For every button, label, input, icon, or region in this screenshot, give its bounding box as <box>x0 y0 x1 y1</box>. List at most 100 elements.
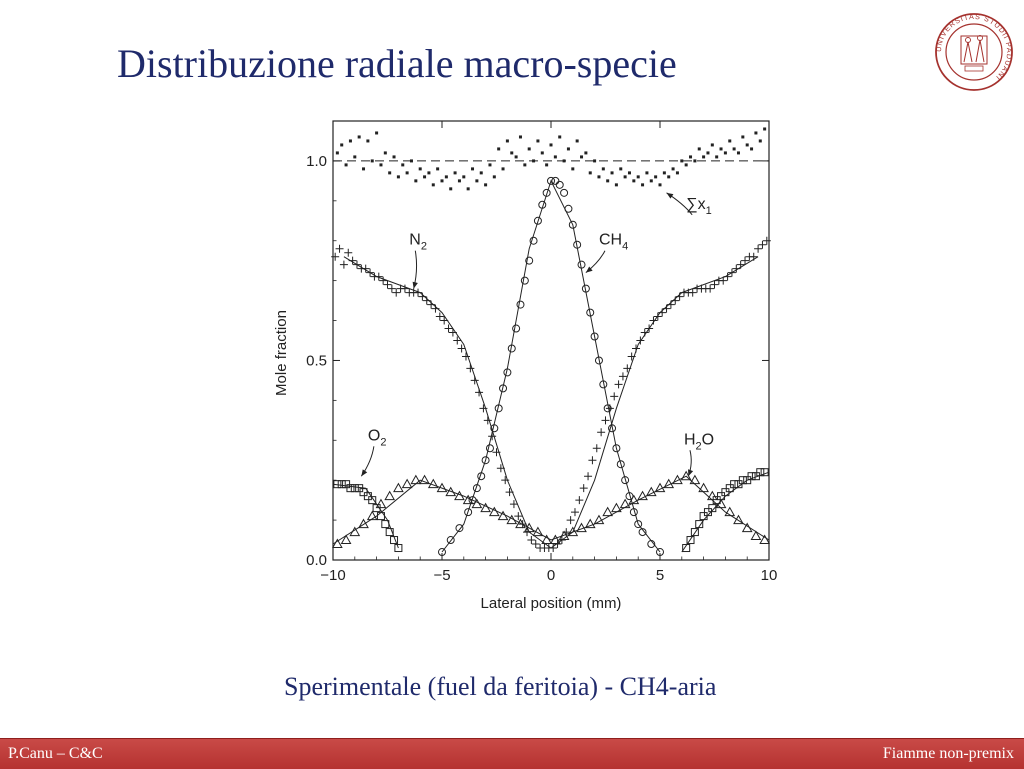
h2o-point <box>584 518 596 529</box>
n2-point <box>505 488 514 497</box>
sum-point <box>471 167 475 171</box>
sum-point <box>680 159 684 163</box>
fit-curve-h2o <box>332 475 770 545</box>
h2o-point <box>427 478 439 489</box>
h2o-point <box>497 510 509 521</box>
o2-point <box>376 512 385 521</box>
sum-point <box>627 171 631 175</box>
fit-curve-n2 <box>343 256 759 549</box>
sum-point <box>614 183 618 187</box>
sum-point <box>562 159 566 163</box>
n2-point <box>361 264 370 273</box>
h2o-point <box>358 518 369 529</box>
ch4-point <box>629 508 638 517</box>
sum-point <box>601 167 605 171</box>
sum-point <box>353 155 357 159</box>
sum-point <box>623 175 627 179</box>
arrowhead-ch4 <box>585 266 593 273</box>
n2-point <box>339 260 348 269</box>
h2o-point <box>741 522 753 533</box>
o2-point <box>760 468 769 477</box>
sum-point <box>370 159 374 163</box>
h2o-point <box>706 490 718 501</box>
n2-point <box>461 352 470 361</box>
n2-point <box>427 300 436 309</box>
ch4-point <box>555 180 564 189</box>
ch4-point <box>551 176 560 185</box>
n2-point <box>400 284 409 293</box>
sum-point <box>597 175 601 179</box>
ch4-point <box>512 324 521 333</box>
arrowhead-n2 <box>412 281 418 289</box>
n2-point <box>671 296 680 305</box>
ch4-point <box>464 508 473 517</box>
sum-point <box>383 151 387 155</box>
sum-point <box>549 143 553 147</box>
n2-point <box>601 416 610 425</box>
series-h2o <box>332 470 770 549</box>
n2-point <box>527 536 536 545</box>
n2-point <box>636 336 645 345</box>
o2-point <box>390 536 399 545</box>
sum-point <box>453 171 457 175</box>
h2o-point <box>593 514 605 525</box>
sum-point <box>405 171 409 175</box>
sum-point <box>606 179 610 183</box>
n2-point <box>496 464 505 473</box>
o2-point <box>690 528 699 537</box>
sum-point <box>418 167 422 171</box>
sum-point <box>362 167 366 171</box>
n2-point <box>575 496 584 505</box>
sum-point <box>558 135 562 139</box>
n2-point <box>374 272 383 281</box>
n2-point <box>653 312 662 321</box>
ch4-point <box>599 380 608 389</box>
sum-point <box>610 171 614 175</box>
sum-point <box>588 171 592 175</box>
n2-point <box>584 472 593 481</box>
sum-point <box>414 179 418 183</box>
sum-point <box>348 139 352 143</box>
n2-point <box>479 404 488 413</box>
h2o-point <box>567 526 579 537</box>
sum-point <box>505 139 509 143</box>
h2o-point <box>401 478 413 489</box>
n2-point <box>732 264 741 273</box>
ch4-point <box>647 540 656 549</box>
ch4-point <box>608 424 617 433</box>
sum-point <box>379 163 383 167</box>
n2-point <box>492 448 501 457</box>
sum-point <box>431 183 435 187</box>
sum-point <box>689 155 693 159</box>
n2-point <box>431 304 440 313</box>
n2-point <box>688 288 697 297</box>
sum-point <box>553 155 557 159</box>
sum-point <box>401 163 405 167</box>
sum-point <box>719 147 723 151</box>
sum-point <box>436 167 440 171</box>
h2o-point <box>523 522 535 533</box>
n2-point <box>710 280 719 289</box>
h2o-point <box>619 498 631 509</box>
sum-point <box>697 147 701 151</box>
sum-point <box>388 171 392 175</box>
h2o-point <box>733 514 744 525</box>
ch4-point <box>499 384 508 393</box>
label-sum: ∑x1 <box>686 196 712 217</box>
sum-point <box>479 171 483 175</box>
ch4-point <box>494 404 503 413</box>
h2o-point <box>550 534 561 545</box>
sum-point <box>484 183 488 187</box>
sum-point <box>684 163 688 167</box>
ch4-point <box>577 260 586 269</box>
sum-point <box>340 143 344 147</box>
n2-point <box>719 276 728 285</box>
o2-point <box>394 544 403 553</box>
sum-point <box>344 163 348 167</box>
sum-point <box>514 155 518 159</box>
sum-point <box>427 171 431 175</box>
n2-point <box>475 388 484 397</box>
ch4-point <box>586 308 595 317</box>
sum-point <box>510 151 514 155</box>
h2o-point <box>332 538 343 549</box>
